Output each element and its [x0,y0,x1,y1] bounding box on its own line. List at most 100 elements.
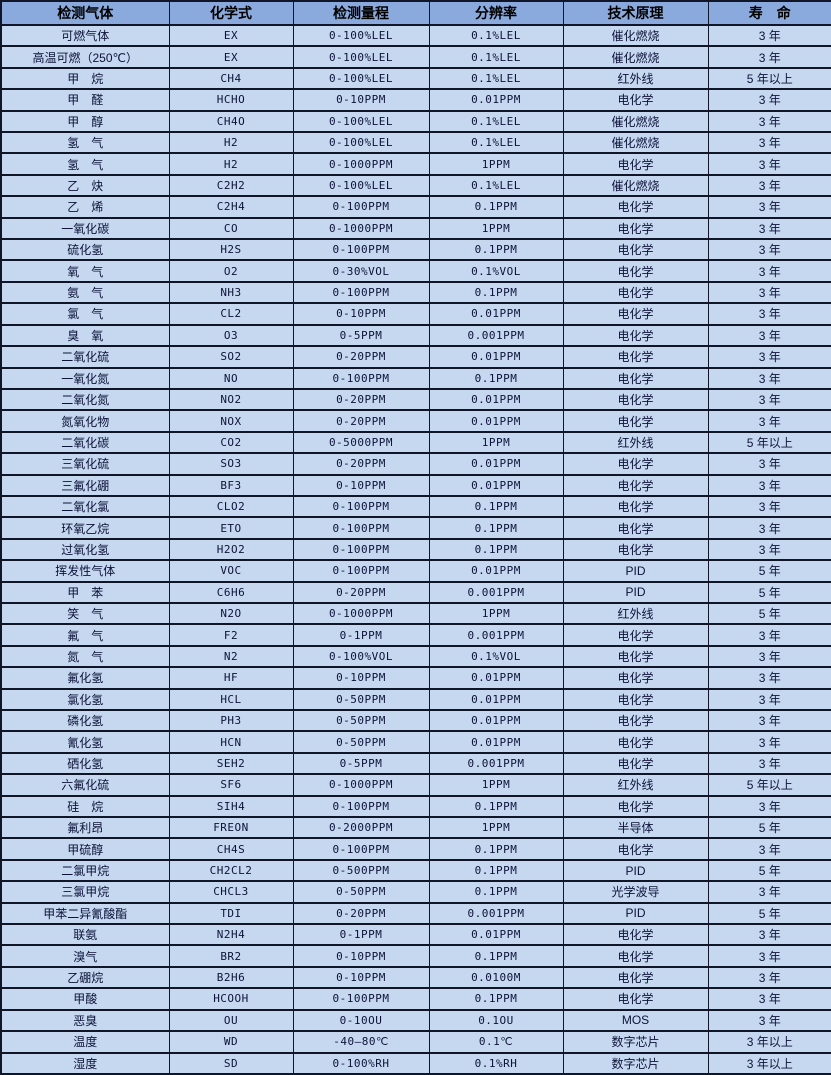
table-row: 可燃气体 EX 0-100%LEL 0.1%LEL 催化燃烧 3 年 [0,23,831,48]
cell-range: 0-100PPM [292,280,430,305]
cell-formula: VOC [168,559,294,583]
cell-principle: 催化燃烧 [562,173,709,198]
cell-formula: CL2 [168,302,294,326]
cell-formula: H2 [168,152,294,176]
cell-range: 0-1PPM [292,623,430,647]
cell-principle: 催化燃烧 [562,131,709,155]
cell-principle: 电化学 [562,259,709,283]
table-row: 联氨 N2H4 0-1PPM 0.01PPM 电化学 3 年 [0,923,831,947]
cell-range: 0-10OU [292,1008,430,1033]
cell-lifespan: 5 年 [707,601,831,626]
cell-resolution: 0.01PPM [428,708,564,733]
table-row: 硅 烷 SIH4 0-100PPM 0.1PPM 电化学 3 年 [0,794,831,819]
cell-range: 0-100PPM [292,516,430,540]
table-row: 环氧乙烷 ETO 0-100PPM 0.1PPM 电化学 3 年 [0,516,831,540]
cell-lifespan: 3 年 [707,644,831,669]
cell-resolution: 0.1PPM [428,366,564,390]
cell-lifespan: 3 年 [707,452,831,476]
cell-principle: PID [562,901,709,926]
cell-resolution: 0.1PPM [428,880,564,904]
cell-principle: 电化学 [562,751,709,776]
cell-lifespan: 3 年 [707,794,831,819]
table-row: 二氧化硫 SO2 0-20PPM 0.01PPM 电化学 3 年 [0,345,831,369]
cell-range: 0-100PPM [292,837,430,861]
cell-range: 0-100PPM [292,794,430,819]
cell-gas-name: 甲 烷 [0,66,170,91]
header-row: 检测气体 化学式 检测量程 分辨率 技术原理 寿 命 [0,0,831,26]
table-row: 笑 气 N2O 0-1000PPM 1PPM 红外线 5 年 [0,601,831,626]
cell-formula: H2 [168,131,294,155]
cell-gas-name: 溴气 [0,944,170,968]
table-body: 可燃气体 EX 0-100%LEL 0.1%LEL 催化燃烧 3 年 高温可燃（… [0,23,831,1075]
cell-formula: C2H2 [168,173,294,198]
table-row: 甲 醛 HCHO 0-10PPM 0.01PPM 电化学 3 年 [0,88,831,112]
cell-lifespan: 3 年 [707,88,831,112]
cell-formula: CLO2 [168,494,294,519]
cell-gas-name: 氨 气 [0,280,170,305]
cell-gas-name: 甲 醛 [0,88,170,112]
cell-range: 0-100PPM [292,195,430,219]
cell-range: 0-50PPM [292,708,430,733]
cell-resolution: 0.0100M [428,965,564,990]
cell-range: 0-30%VOL [292,259,430,283]
cell-gas-name: 乙 烯 [0,195,170,219]
cell-gas-name: 三氟化硼 [0,473,170,497]
cell-gas-name: 三氯甲烷 [0,880,170,904]
cell-resolution: 0.1PPM [428,837,564,861]
cell-gas-name: 硫化氢 [0,238,170,262]
cell-resolution: 0.01PPM [428,387,564,412]
cell-gas-name: 挥发性气体 [0,559,170,583]
cell-lifespan: 3 年 [707,387,831,412]
cell-lifespan: 3 年 [707,708,831,733]
cell-resolution: 0.001PPM [428,623,564,647]
cell-lifespan: 3 年 [707,173,831,198]
cell-principle: 电化学 [562,794,709,819]
table-row: 三氯甲烷 CHCL3 0-50PPM 0.1PPM 光学波导 3 年 [0,880,831,904]
column-header-gas: 检测气体 [0,0,170,26]
cell-principle: 电化学 [562,494,709,519]
table-row: 二氧化氮 NO2 0-20PPM 0.01PPM 电化学 3 年 [0,387,831,412]
cell-resolution: 1PPM [428,601,564,626]
cell-resolution: 0.1%LEL [428,66,564,91]
cell-range: 0-10PPM [292,302,430,326]
cell-formula: N2O [168,601,294,626]
cell-resolution: 0.1℃ [428,1030,564,1054]
cell-lifespan: 5 年以上 [707,773,831,797]
cell-range: 0-5000PPM [292,430,430,455]
cell-gas-name: 氯 气 [0,302,170,326]
cell-range: 0-20PPM [292,387,430,412]
cell-lifespan: 3 年 [707,1008,831,1033]
cell-principle: PID [562,580,709,604]
cell-lifespan: 3 年 [707,409,831,433]
cell-gas-name: 甲 苯 [0,580,170,604]
cell-principle: 电化学 [562,537,709,562]
column-header-lifespan: 寿 命 [707,0,831,26]
table-row: 甲硫醇 CH4S 0-100PPM 0.1PPM 电化学 3 年 [0,837,831,861]
cell-principle: 电化学 [562,666,709,690]
cell-lifespan: 3 年 [707,280,831,305]
cell-formula: CO [168,216,294,241]
cell-gas-name: 甲硫醇 [0,837,170,861]
cell-gas-name: 一氧化氮 [0,366,170,390]
cell-range: 0-100PPM [292,494,430,519]
table-row: 氯化氢 HCL 0-50PPM 0.01PPM 电化学 3 年 [0,687,831,712]
cell-resolution: 0.1PPM [428,858,564,883]
cell-formula: SEH2 [168,751,294,776]
cell-resolution: 1PPM [428,430,564,455]
table-row: 硫化氢 H2S 0-100PPM 0.1PPM 电化学 3 年 [0,238,831,262]
cell-lifespan: 3 年 [707,923,831,947]
cell-formula: BF3 [168,473,294,497]
cell-lifespan: 3 年 [707,152,831,176]
cell-formula: O3 [168,323,294,348]
cell-gas-name: 甲酸 [0,987,170,1011]
cell-resolution: 0.001PPM [428,580,564,604]
cell-gas-name: 联氨 [0,923,170,947]
cell-lifespan: 5 年以上 [707,430,831,455]
cell-gas-name: 氧 气 [0,259,170,283]
table-row: 甲 苯 C6H6 0-20PPM 0.001PPM PID 5 年 [0,580,831,604]
cell-principle: 红外线 [562,430,709,455]
cell-lifespan: 3 年 [707,302,831,326]
cell-lifespan: 3 年以上 [707,1051,831,1075]
cell-resolution: 0.001PPM [428,751,564,776]
